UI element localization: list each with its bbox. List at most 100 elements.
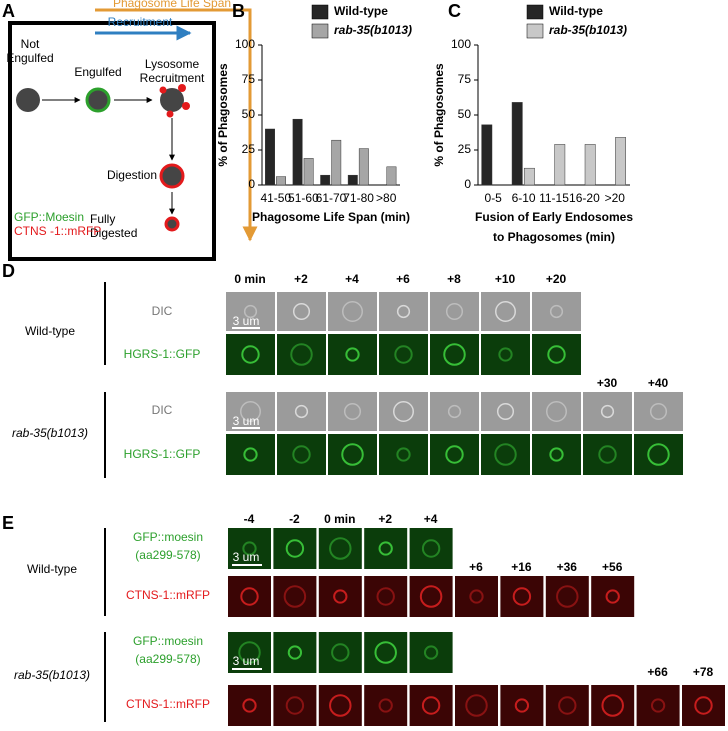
cell-feature <box>547 345 566 364</box>
time-label: +4 <box>424 512 438 526</box>
scale-bar-label: 3 um <box>233 654 260 668</box>
panel-label: C <box>448 1 461 21</box>
y-axis-label: % of Phagosomes <box>432 63 446 167</box>
cell-feature <box>294 404 309 419</box>
cell-feature <box>396 304 411 319</box>
x-tick-label: 51-60 <box>288 191 319 205</box>
y-tick-label: 100 <box>451 37 471 51</box>
phagosome <box>164 216 180 232</box>
cell-feature <box>345 347 360 362</box>
time-label: +30 <box>597 376 618 390</box>
scale-bar-label: 3 um <box>233 414 260 428</box>
cell-feature <box>378 698 393 713</box>
bar <box>358 148 369 186</box>
bar <box>523 167 535 186</box>
cell-feature <box>292 302 311 321</box>
cell-feature <box>694 696 713 715</box>
cell-feature <box>243 304 258 319</box>
micrograph <box>273 528 317 569</box>
cell-feature <box>445 445 464 464</box>
cell-feature <box>343 402 362 421</box>
cell-feature <box>601 694 624 717</box>
channel-label: CTNS-1::mRFP <box>126 697 210 711</box>
channel-label: DIC <box>152 304 173 318</box>
time-label: -4 <box>244 512 255 526</box>
cell-feature <box>649 402 668 421</box>
cell-feature <box>469 589 484 604</box>
time-label: +6 <box>396 272 410 286</box>
cell-feature <box>495 301 516 322</box>
cell-feature <box>396 447 411 462</box>
cell-feature <box>494 443 517 466</box>
micrograph <box>273 632 317 673</box>
micrograph <box>545 685 589 726</box>
micrograph <box>318 632 362 673</box>
time-label: +6 <box>469 560 483 574</box>
x-axis-label: Phagosome Life Span (min) <box>252 210 410 224</box>
genotype-label: rab-35(b1013) <box>14 668 90 682</box>
x-axis-label: to Phagosomes (min) <box>493 230 615 244</box>
cell-feature <box>290 343 313 366</box>
time-label: +16 <box>511 560 532 574</box>
micrograph <box>228 528 271 569</box>
cell-feature <box>333 589 348 604</box>
stage-label: Digestion <box>107 168 157 182</box>
micrograph <box>226 434 275 475</box>
time-label: +2 <box>294 272 308 286</box>
lysosomes <box>159 84 190 118</box>
bar <box>331 139 342 186</box>
cell-feature <box>558 696 577 715</box>
bar <box>615 137 626 186</box>
time-label: +8 <box>447 272 461 286</box>
legend-label: rab-35(b1013) <box>334 23 412 37</box>
legend-label: GFP::Moesin <box>14 210 84 224</box>
micrograph <box>226 292 275 331</box>
micrograph <box>634 434 683 475</box>
time-label: +78 <box>693 665 714 679</box>
micrograph <box>364 685 408 726</box>
cell-feature <box>556 585 579 608</box>
cell-feature <box>283 585 307 608</box>
diagram-box <box>8 21 216 261</box>
genotype-label: rab-35(b1013) <box>12 426 88 440</box>
channel-label: DIC <box>152 403 173 417</box>
micrograph <box>409 576 453 617</box>
micrograph <box>318 685 362 726</box>
cell-feature <box>241 345 260 364</box>
time-label: +4 <box>345 272 359 286</box>
y-tick-label: 0 <box>248 177 255 191</box>
bar <box>292 118 303 186</box>
micrograph <box>364 576 408 617</box>
micrograph <box>532 434 581 475</box>
legend-swatch <box>311 23 329 39</box>
micrograph <box>430 392 479 431</box>
micrograph <box>226 392 275 431</box>
channel-label: (aa299-578) <box>135 548 200 562</box>
x-axis-label: Fusion of Early Endosomes <box>475 210 633 224</box>
micrograph <box>409 632 453 673</box>
cell-feature <box>465 694 488 717</box>
micrograph <box>379 392 428 431</box>
x-tick-label: 6-10 <box>512 191 536 205</box>
micrograph <box>430 292 479 331</box>
micrograph <box>500 576 544 617</box>
micrograph <box>228 632 271 673</box>
micrograph <box>328 334 377 375</box>
cell-feature <box>242 541 257 556</box>
cell-feature <box>419 585 443 608</box>
cell-feature <box>447 404 462 419</box>
time-label: 0 min <box>234 272 265 286</box>
micrograph <box>591 576 635 617</box>
time-label: +36 <box>557 560 578 574</box>
channel-label: (aa299-578) <box>135 652 200 666</box>
cell-feature <box>238 641 261 664</box>
time-label: +10 <box>495 272 516 286</box>
cell-feature <box>341 443 364 466</box>
cell-feature <box>285 539 305 558</box>
panel-label: E <box>2 513 14 533</box>
micrograph <box>364 632 408 673</box>
cell-feature <box>600 404 615 419</box>
cell-feature <box>393 401 414 422</box>
micrograph <box>379 292 428 331</box>
cell-feature <box>329 537 352 560</box>
